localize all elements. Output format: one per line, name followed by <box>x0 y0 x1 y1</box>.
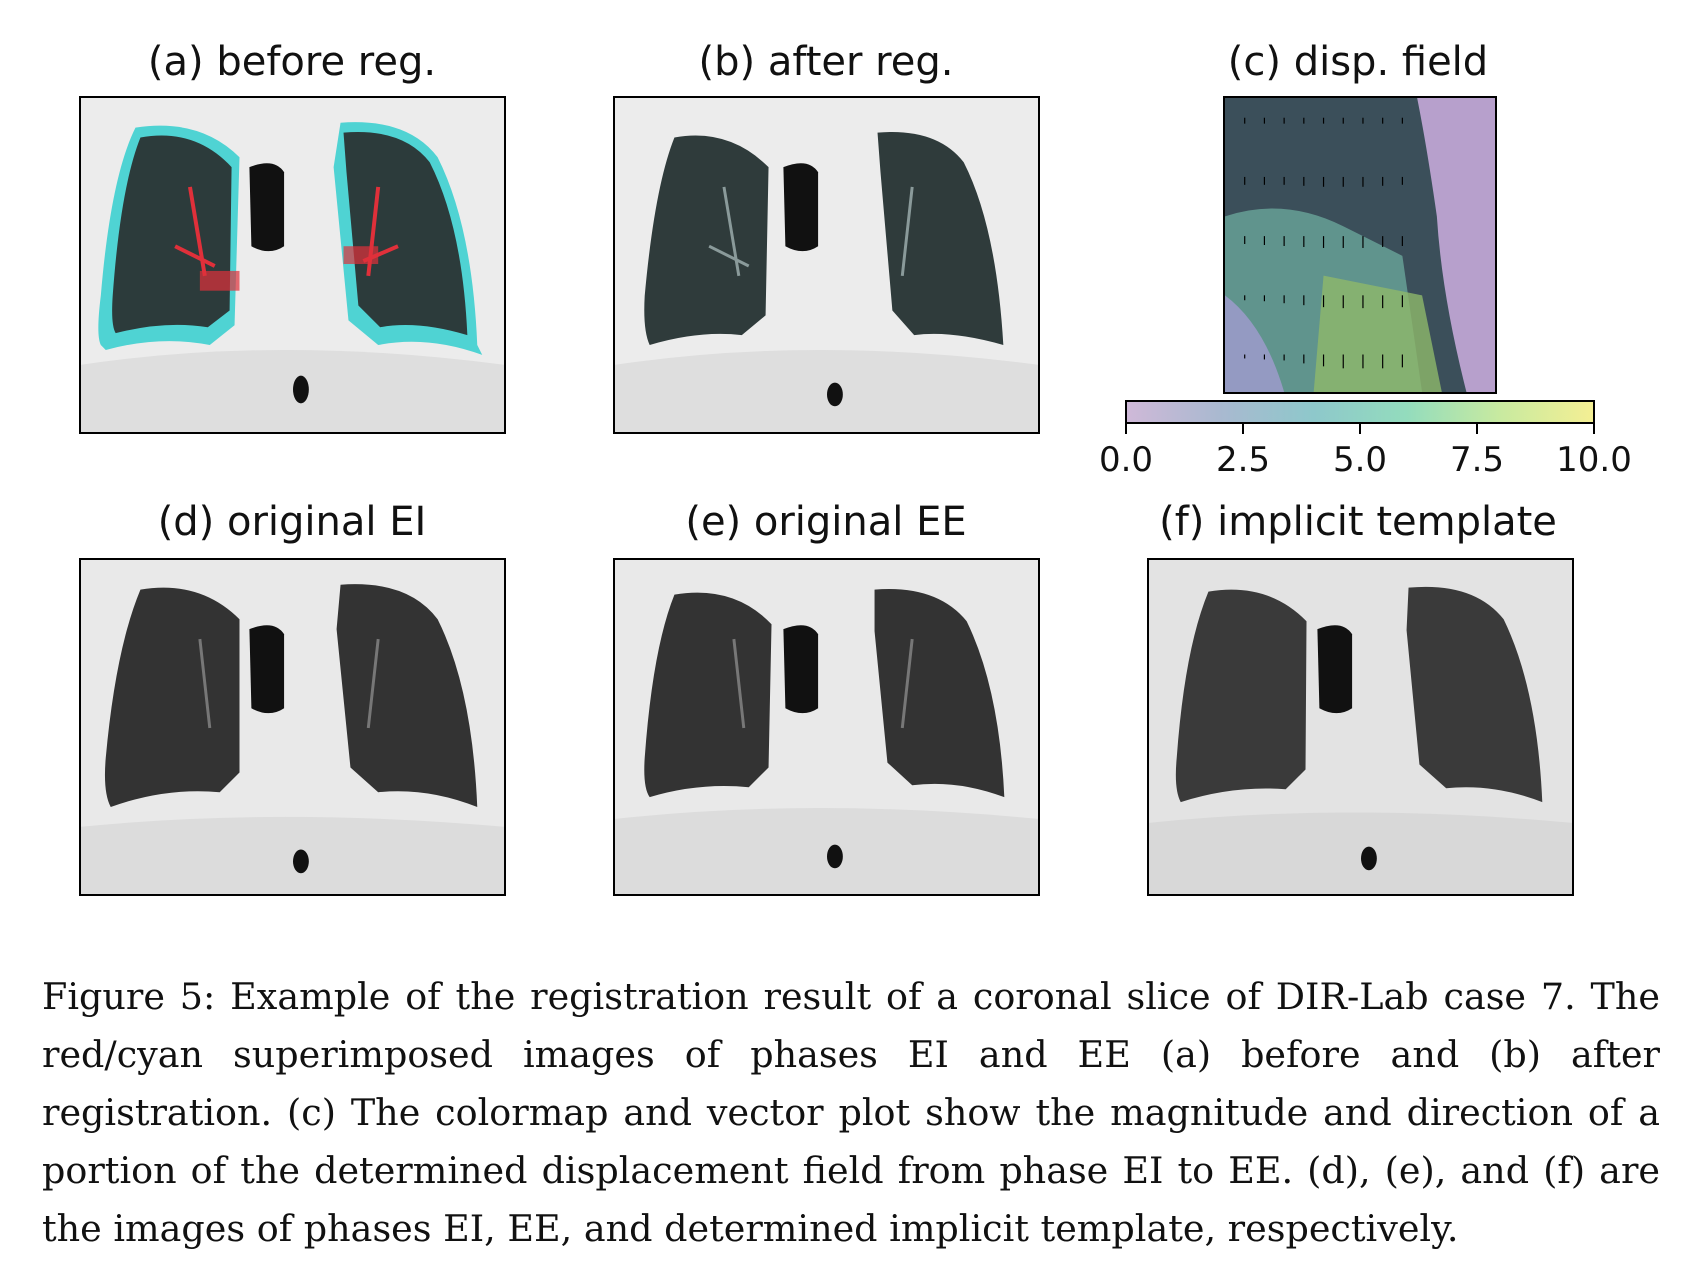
panel-a-title: (a) before reg. <box>147 39 437 85</box>
figure-caption: Figure 5: Example of the registration re… <box>42 975 1660 1250</box>
panel-f-image <box>1147 558 1574 896</box>
colorbar-tick <box>1359 424 1361 434</box>
panel-b-title: (b) after reg. <box>698 39 954 85</box>
colorbar-tick <box>1125 424 1127 434</box>
panel-e-title: (e) original EE <box>685 499 967 545</box>
colorbar-tick-label: 0.0 <box>1098 440 1154 480</box>
colorbar-tick <box>1593 424 1595 434</box>
colorbar <box>1125 400 1595 424</box>
panel-c-image <box>1223 96 1497 394</box>
colorbar-tick-label: 10.0 <box>1556 440 1632 480</box>
colorbar-tick-label: 7.5 <box>1449 440 1505 480</box>
colorbar-tick <box>1476 424 1478 434</box>
panel-c-title: (c) disp. field <box>1227 39 1489 85</box>
panel-b-image <box>613 96 1040 434</box>
panel-a-image <box>79 96 506 434</box>
colorbar-tick <box>1242 424 1244 434</box>
panel-d-image <box>79 558 506 896</box>
panel-e-image <box>613 558 1040 896</box>
panel-d-title: (d) original EI <box>157 499 427 545</box>
panel-f-title: (f) implicit template <box>1159 499 1557 545</box>
colorbar-tick-label: 5.0 <box>1332 440 1388 480</box>
colorbar-tick-label: 2.5 <box>1215 440 1271 480</box>
